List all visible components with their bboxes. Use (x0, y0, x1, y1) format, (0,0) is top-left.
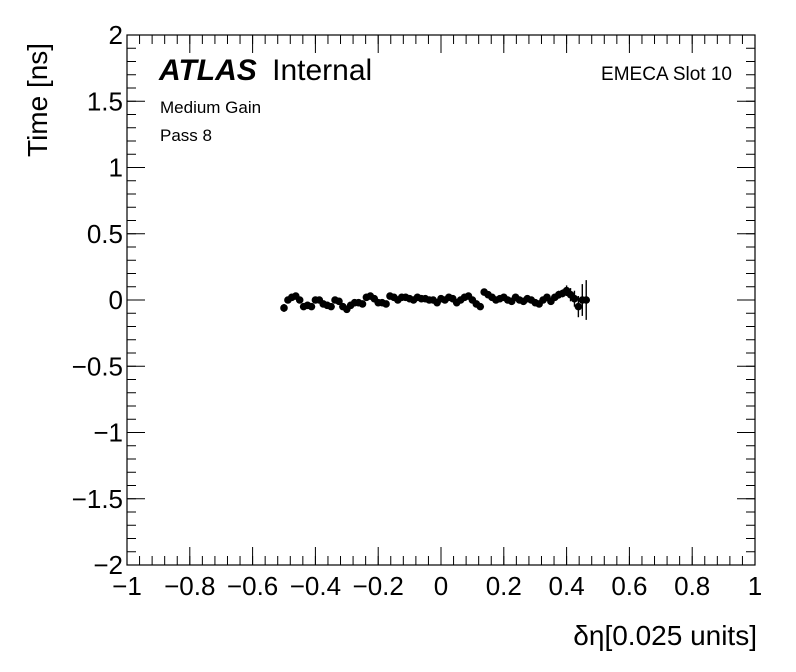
data-point (476, 302, 485, 311)
x-tick-label: 0.2 (486, 571, 522, 601)
pass-label: Pass 8 (160, 126, 212, 145)
x-tick-label: −1 (112, 571, 142, 601)
data-point (574, 302, 583, 311)
y-tick-labels: 2 1.5 1 0.5 0 −0.5 −1 −1.5 −2 (72, 20, 123, 580)
y-tick-label: −1 (93, 418, 123, 448)
data-point (335, 297, 343, 306)
x-tick-label: 0.6 (611, 571, 647, 601)
data-point (570, 294, 579, 303)
data-point (327, 302, 335, 311)
data-point (582, 296, 591, 304)
y-tick-label: −0.5 (72, 351, 123, 381)
y-tick-label: 2 (109, 20, 123, 50)
y-tick-label: −1.5 (72, 484, 123, 514)
data-point (280, 304, 288, 312)
y-tick-label: 1.5 (87, 86, 123, 116)
y-tick-label: 0.5 (87, 219, 123, 249)
y-axis-title: Time [ns] (22, 43, 53, 157)
x-tick-label: 0.4 (549, 571, 585, 601)
data-point (358, 300, 367, 308)
gain-label: Medium Gain (160, 98, 261, 117)
y-tick-label: 0 (109, 285, 123, 315)
x-tick-label: −0.2 (353, 571, 404, 601)
x-tick-label: 1 (748, 571, 762, 601)
data-point (295, 296, 304, 304)
data-point (307, 302, 316, 311)
atlas-label: ATLAS Internal (158, 54, 372, 87)
internal-label: Internal (272, 54, 372, 87)
x-tick-labels: −1 −0.8 −0.6 −0.4 −0.2 0 0.2 0.4 0.6 0.8 1 (112, 571, 762, 601)
major-ticks (126, 34, 756, 566)
x-tick-label: 0 (434, 571, 448, 601)
x-tick-label: −0.8 (164, 571, 215, 601)
x-tick-label: 0.8 (674, 571, 710, 601)
atlas-wordmark: ATLAS (158, 54, 257, 87)
y-tick-label: 1 (109, 153, 123, 183)
y-tick-label: −2 (93, 550, 123, 580)
slot-label: EMECA Slot 10 (601, 64, 732, 85)
x-tick-label: −0.4 (290, 571, 341, 601)
data-point (382, 300, 390, 308)
x-tick-label: −0.6 (227, 571, 278, 601)
data-markers (280, 286, 591, 314)
x-axis-title: δη[0.025 units] (573, 620, 757, 651)
